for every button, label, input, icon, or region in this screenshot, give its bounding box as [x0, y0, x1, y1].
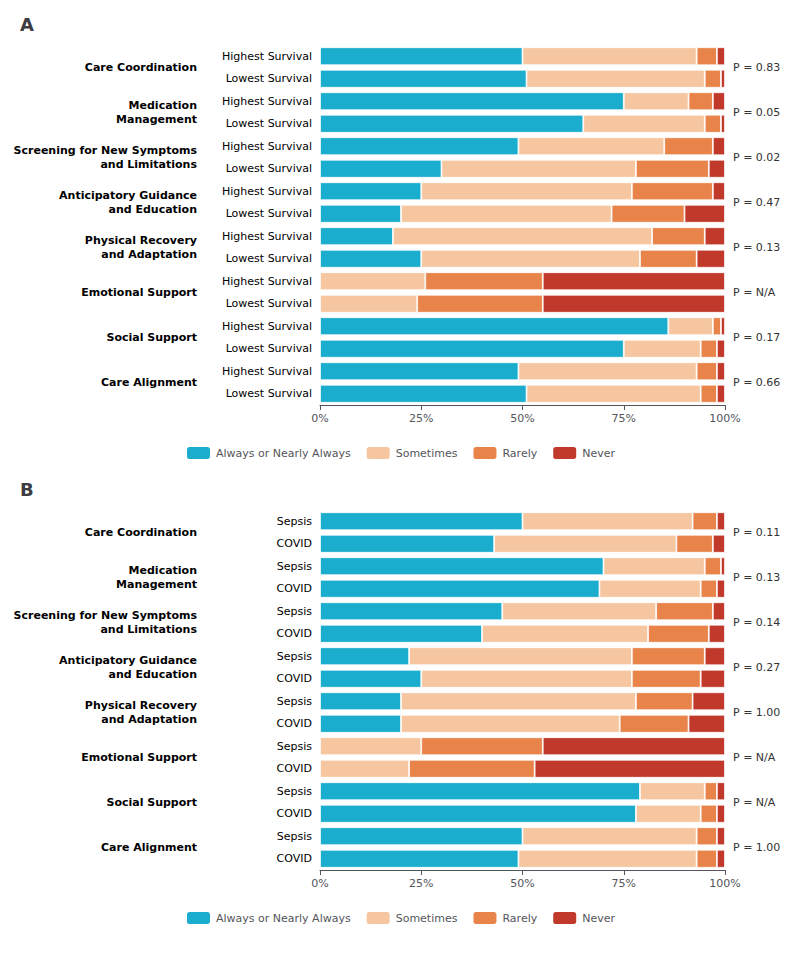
svg-text:COVID: COVID	[277, 627, 312, 640]
svg-text:COVID: COVID	[277, 672, 312, 685]
svg-text:P = 0.13: P = 0.13	[733, 241, 780, 254]
svg-text:Highest Survival: Highest Survival	[222, 50, 312, 63]
svg-text:B: B	[20, 479, 34, 500]
svg-text:Never: Never	[582, 447, 615, 460]
svg-text:Rarely: Rarely	[502, 912, 537, 925]
svg-text:P = 0.02: P = 0.02	[733, 151, 780, 164]
svg-text:COVID: COVID	[277, 852, 312, 865]
svg-text:75%: 75%	[612, 877, 636, 890]
svg-text:A: A	[20, 14, 34, 35]
svg-text:Highest Survival: Highest Survival	[222, 140, 312, 153]
svg-text:Sepsis: Sepsis	[277, 560, 313, 573]
svg-text:P = 0.66: P = 0.66	[733, 376, 780, 389]
svg-text:Always or Nearly Always: Always or Nearly Always	[216, 447, 351, 460]
svg-text:Highest Survival: Highest Survival	[222, 320, 312, 333]
svg-text:P = 0.11: P = 0.11	[733, 526, 780, 539]
svg-text:Social Support: Social Support	[106, 331, 197, 344]
svg-text:Management: Management	[116, 578, 197, 591]
svg-text:Lowest Survival: Lowest Survival	[226, 342, 312, 355]
svg-text:Lowest Survival: Lowest Survival	[226, 297, 312, 310]
svg-text:Medication: Medication	[129, 564, 197, 577]
svg-text:Care Coordination: Care Coordination	[85, 61, 197, 74]
svg-text:P = 0.05: P = 0.05	[733, 106, 780, 119]
svg-text:0%: 0%	[311, 877, 328, 890]
svg-text:Highest Survival: Highest Survival	[222, 185, 312, 198]
svg-text:P = N/A: P = N/A	[733, 751, 776, 764]
svg-text:Screening for New Symptoms: Screening for New Symptoms	[14, 144, 198, 157]
svg-text:Lowest Survival: Lowest Survival	[226, 72, 312, 85]
svg-text:Sepsis: Sepsis	[277, 785, 313, 798]
svg-text:Highest Survival: Highest Survival	[222, 275, 312, 288]
svg-text:and Adaptation: and Adaptation	[101, 248, 197, 261]
svg-text:Management: Management	[116, 113, 197, 126]
svg-text:Sepsis: Sepsis	[277, 515, 313, 528]
svg-text:P = 1.00: P = 1.00	[733, 706, 780, 719]
svg-text:Highest Survival: Highest Survival	[222, 230, 312, 243]
svg-text:P = 0.27: P = 0.27	[733, 661, 780, 674]
svg-text:COVID: COVID	[277, 807, 312, 820]
svg-text:Lowest Survival: Lowest Survival	[226, 387, 312, 400]
svg-text:P = 0.17: P = 0.17	[733, 331, 780, 344]
svg-text:Never: Never	[582, 912, 615, 925]
svg-text:Highest Survival: Highest Survival	[222, 95, 312, 108]
svg-text:Lowest Survival: Lowest Survival	[226, 207, 312, 220]
svg-text:Sometimes: Sometimes	[396, 447, 458, 460]
svg-text:P = 1.00: P = 1.00	[733, 841, 780, 854]
svg-text:Lowest Survival: Lowest Survival	[226, 117, 312, 130]
svg-text:COVID: COVID	[277, 537, 312, 550]
svg-text:and Limitations: and Limitations	[100, 158, 197, 171]
svg-text:Physical Recovery: Physical Recovery	[85, 234, 197, 247]
svg-text:Rarely: Rarely	[502, 447, 537, 460]
svg-text:Emotional Support: Emotional Support	[81, 286, 197, 299]
svg-text:COVID: COVID	[277, 717, 312, 730]
svg-text:P = 0.13: P = 0.13	[733, 571, 780, 584]
svg-text:Sepsis: Sepsis	[277, 650, 313, 663]
svg-text:Care Alignment: Care Alignment	[101, 841, 197, 854]
svg-text:COVID: COVID	[277, 582, 312, 595]
svg-text:Care Coordination: Care Coordination	[85, 526, 197, 539]
svg-text:Physical Recovery: Physical Recovery	[85, 699, 197, 712]
svg-text:Lowest Survival: Lowest Survival	[226, 252, 312, 265]
svg-text:50%: 50%	[510, 412, 534, 425]
svg-text:25%: 25%	[409, 412, 433, 425]
svg-text:25%: 25%	[409, 877, 433, 890]
svg-text:Social Support: Social Support	[106, 796, 197, 809]
svg-text:Anticipatory Guidance: Anticipatory Guidance	[59, 189, 197, 202]
svg-text:0%: 0%	[311, 412, 328, 425]
svg-text:100%: 100%	[709, 877, 740, 890]
svg-text:P = N/A: P = N/A	[733, 796, 776, 809]
svg-text:Highest Survival: Highest Survival	[222, 365, 312, 378]
svg-text:Sepsis: Sepsis	[277, 605, 313, 618]
svg-text:Sepsis: Sepsis	[277, 830, 313, 843]
svg-text:Lowest Survival: Lowest Survival	[226, 162, 312, 175]
svg-text:Emotional Support: Emotional Support	[81, 751, 197, 764]
svg-text:P = 0.83: P = 0.83	[733, 61, 780, 74]
svg-text:P = 0.14: P = 0.14	[733, 616, 780, 629]
svg-text:P = 0.47: P = 0.47	[733, 196, 780, 209]
svg-text:Always or Nearly Always: Always or Nearly Always	[216, 912, 351, 925]
svg-text:Sepsis: Sepsis	[277, 695, 313, 708]
svg-text:and Adaptation: and Adaptation	[101, 713, 197, 726]
svg-text:and Education: and Education	[108, 203, 197, 216]
svg-text:Sometimes: Sometimes	[396, 912, 458, 925]
svg-text:50%: 50%	[510, 877, 534, 890]
svg-text:COVID: COVID	[277, 762, 312, 775]
svg-text:and Education: and Education	[108, 668, 197, 681]
svg-text:100%: 100%	[709, 412, 740, 425]
svg-text:Anticipatory Guidance: Anticipatory Guidance	[59, 654, 197, 667]
svg-text:Screening for New Symptoms: Screening for New Symptoms	[14, 609, 198, 622]
svg-text:Medication: Medication	[129, 99, 197, 112]
svg-text:Care Alignment: Care Alignment	[101, 376, 197, 389]
svg-text:Sepsis: Sepsis	[277, 740, 313, 753]
svg-text:P = N/A: P = N/A	[733, 286, 776, 299]
svg-text:75%: 75%	[612, 412, 636, 425]
svg-text:and Limitations: and Limitations	[100, 623, 197, 636]
